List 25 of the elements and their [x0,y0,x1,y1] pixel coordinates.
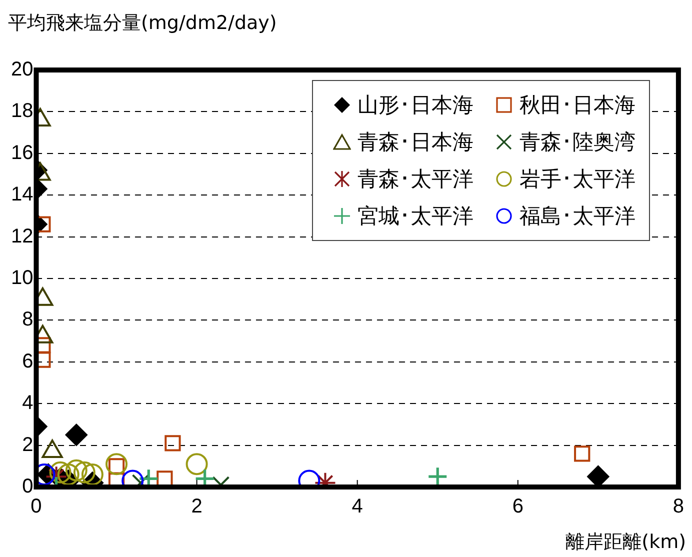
y-tick-label: 18 [10,100,34,122]
y-tick-label: 20 [10,58,34,81]
legend-label: 青森･太平洋 [357,166,474,193]
x-tick-label: 4 [352,496,363,518]
legend-label: 宮城･太平洋 [357,203,474,230]
x-tick-label: 2 [191,496,202,518]
y-tick-label: 12 [10,225,34,248]
y-tick-label: 16 [10,142,34,164]
y-axis-title: 平均飛来塩分量(mg/dm2/day) [8,11,277,36]
legend-label: 山形･日本海 [357,92,474,119]
legend-label: 福島･太平洋 [519,203,636,230]
y-tick-label: 8 [22,308,34,331]
y-tick-label: 2 [22,434,34,456]
legend-label: 秋田･日本海 [519,92,636,119]
x-axis-title: 離岸距離(km) [566,530,686,555]
x-tick-label: 8 [672,496,684,518]
legend-label: 青森･陸奥湾 [519,129,636,156]
x-tick-label: 6 [512,496,524,518]
y-tick-label: 10 [10,267,34,290]
y-tick-label: 6 [22,350,34,372]
legend-label: 青森･日本海 [357,129,474,156]
y-tick-label: 4 [22,392,34,414]
legend-label: 岩手･太平洋 [519,166,636,193]
y-tick-label: 14 [10,184,34,206]
y-tick-label: 0 [22,476,34,498]
